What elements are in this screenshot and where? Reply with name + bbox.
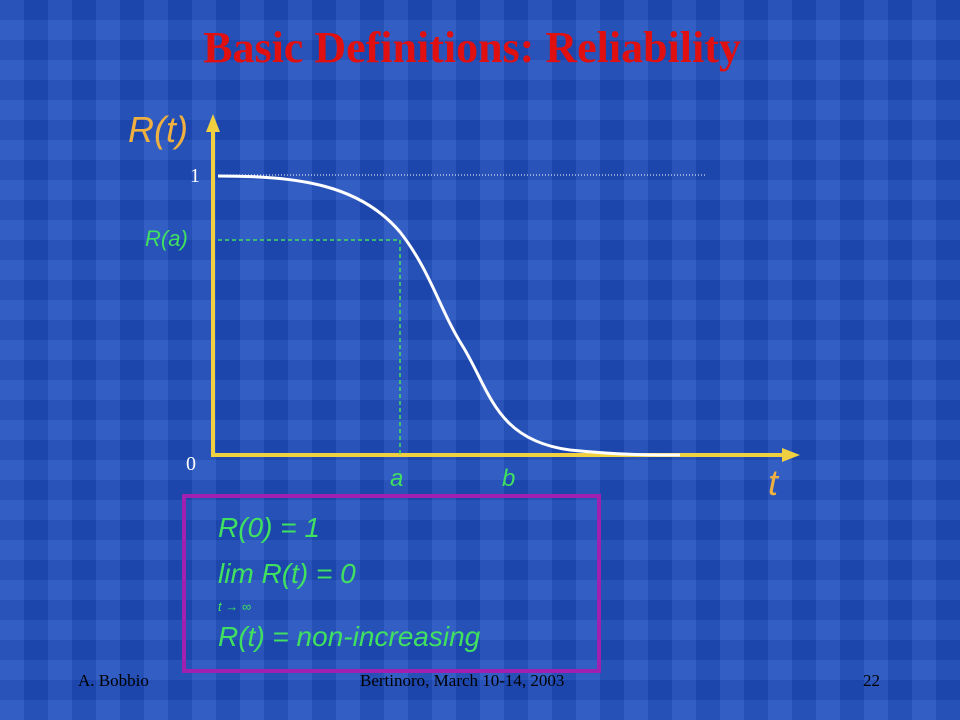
marker-lines — [218, 239, 401, 455]
box-line: lim R(t) = 0 — [218, 558, 356, 589]
marker-ra: R(a) — [145, 226, 188, 251]
x-axis-label: t — [768, 462, 780, 503]
footer-event: Bertinoro, March 10-14, 2003 — [360, 671, 564, 690]
title: Basic Definitions: Reliability — [203, 23, 741, 72]
marker-b: b — [502, 465, 515, 492]
footer-author: A. Bobbio — [78, 671, 149, 690]
tick-zero: 0 — [186, 453, 196, 475]
y-axis-label: R(t) — [128, 109, 188, 150]
tick-one: 1 — [190, 165, 200, 187]
box-subscript: t → ∞ — [218, 599, 251, 614]
footer-page: 22 — [863, 671, 880, 690]
y-arrow — [206, 114, 220, 132]
box-line: R(t) = non-increasing — [218, 621, 481, 652]
x-arrow — [782, 448, 800, 462]
box-line: R(0) = 1 — [218, 512, 320, 543]
marker-a: a — [390, 465, 403, 492]
definition-box — [182, 494, 601, 673]
reliability-curve — [217, 174, 681, 457]
